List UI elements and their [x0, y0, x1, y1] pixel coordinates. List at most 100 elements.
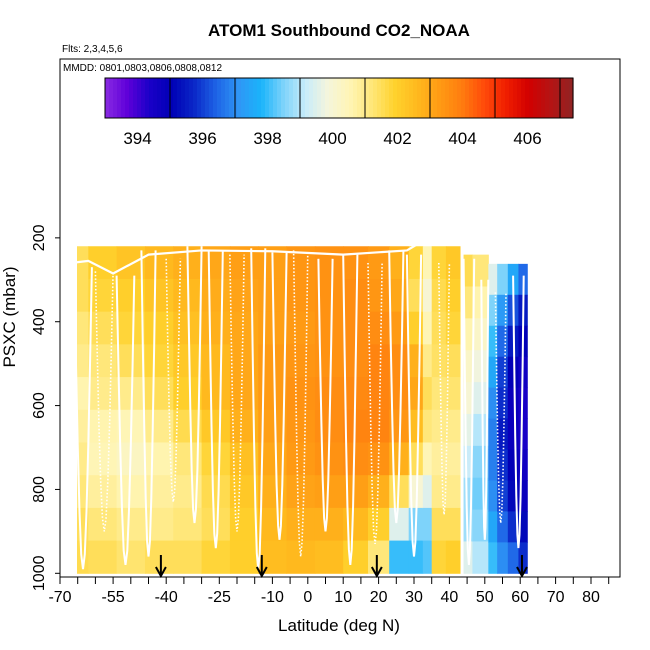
flight-track	[512, 275, 525, 549]
heatmap-cell	[367, 442, 390, 476]
heatmap-cell	[422, 409, 433, 443]
heatmap-cell	[463, 254, 473, 287]
colorbar-segment	[345, 78, 350, 118]
colorbar-segment	[405, 78, 410, 118]
x-tick-label: 80	[582, 589, 600, 606]
heatmap-cell	[408, 344, 424, 378]
heatmap-cell	[488, 387, 498, 420]
colorbar-segment	[197, 78, 202, 118]
flight-track	[367, 262, 383, 544]
heatmap-cell	[507, 418, 519, 451]
heatmap-cell	[367, 540, 390, 574]
x-tick-label: 40	[441, 589, 459, 606]
colorbar-segment	[221, 78, 226, 118]
heatmap-cell	[422, 377, 433, 411]
colorbar-segment	[473, 78, 478, 118]
colorbar-segment	[401, 78, 406, 118]
heatmap-cell	[518, 387, 528, 420]
colorbar-segment	[505, 78, 510, 118]
heatmap-cell	[229, 278, 259, 313]
heatmap-cell	[77, 442, 89, 476]
profile-marker-head	[370, 566, 383, 579]
colorbar-segment	[161, 78, 166, 118]
flight-track	[342, 254, 359, 565]
colorbar-segment	[273, 78, 278, 118]
colorbar-segment	[173, 78, 178, 118]
heatmap-cell	[229, 540, 259, 574]
colorbar-segment	[341, 78, 346, 118]
x-tick-label: 20	[370, 589, 388, 606]
heatmap-layer	[77, 246, 528, 574]
heatmap-cell	[472, 382, 489, 415]
colorbar-segment	[437, 78, 442, 118]
colorbar-segment	[553, 78, 558, 118]
colorbar-segment	[249, 78, 254, 118]
heatmap-cell	[77, 278, 89, 313]
heatmap-cell	[201, 475, 231, 509]
heatmap-cell	[389, 278, 410, 313]
colorbar-segment	[193, 78, 198, 118]
colorbar-segment	[545, 78, 550, 118]
heatmap-cell	[431, 540, 447, 574]
y-tick-label: 1000	[31, 555, 48, 591]
flight-track	[115, 275, 136, 566]
heatmap-cell	[314, 475, 344, 509]
colorbar-segment	[433, 78, 438, 118]
heatmap-cell	[431, 246, 447, 280]
heatmap-cell	[367, 507, 390, 542]
heatmap-cell	[408, 409, 424, 443]
heatmap-cell	[497, 418, 509, 451]
colorbar-segment	[361, 78, 366, 118]
colorbar: 394 396 398 400 402 404 406	[104, 77, 574, 148]
heatmap-cell	[144, 442, 174, 476]
colorbar-segment	[557, 78, 562, 118]
heatmap-cell	[173, 344, 203, 378]
colorbar-segment	[305, 78, 310, 118]
colorbar-segment	[337, 78, 342, 118]
heatmap-cell	[88, 278, 118, 313]
colorbar-segment	[565, 78, 570, 118]
heatmap-cell	[77, 475, 89, 509]
heatmap-cell	[431, 409, 447, 443]
heatmap-cell	[389, 377, 410, 411]
colorbar-segment	[365, 78, 370, 118]
heatmap-cell	[88, 540, 118, 574]
heatmap-cell	[431, 311, 447, 345]
colorbar-segment	[329, 78, 334, 118]
colorbar-segment	[381, 78, 386, 118]
heatmap-cell	[116, 540, 146, 574]
heatmap-cell	[144, 377, 174, 411]
heatmap-cell	[77, 540, 89, 574]
y-tick-label: 800	[31, 476, 48, 503]
colorbar-segment	[309, 78, 314, 118]
colorbar-segment	[325, 78, 330, 118]
colorbar-segment	[429, 78, 434, 118]
y-axis-label: PSXC (mbar)	[0, 266, 19, 367]
heatmap-cell	[472, 413, 489, 447]
heatmap-cell	[144, 311, 174, 345]
heatmap-cell	[463, 318, 473, 351]
heatmap-cell	[445, 377, 461, 411]
colorbar-segment	[121, 78, 126, 118]
colorbar-segment	[149, 78, 154, 118]
colorbar-segment	[453, 78, 458, 118]
colorbar-segment	[237, 78, 242, 118]
flight-track	[271, 252, 288, 540]
colorbar-tick-label: 400	[318, 129, 346, 148]
heatmap-cell	[472, 254, 489, 287]
colorbar-segment	[261, 78, 266, 118]
heatmap-cell	[258, 540, 288, 574]
heatmap-cell	[518, 542, 528, 574]
heatmap-cell	[201, 278, 231, 313]
heatmap-cell	[144, 409, 174, 443]
heatmap-cell	[201, 311, 231, 345]
flight-track	[292, 250, 309, 557]
colorbar-segment	[521, 78, 526, 118]
heatmap-cell	[422, 507, 433, 542]
colorbar-segment	[313, 78, 318, 118]
colorbar-segment	[201, 78, 206, 118]
heatmap-cell	[497, 325, 509, 358]
colorbar-segment	[229, 78, 234, 118]
colorbar-tick-label: 398	[253, 129, 281, 148]
